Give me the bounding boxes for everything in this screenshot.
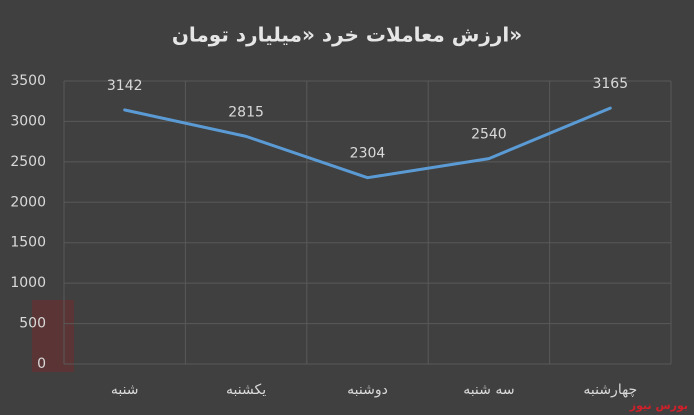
x-tick-label: چهارشنبه — [583, 382, 637, 398]
x-tick-label: دوشنبه — [347, 382, 388, 398]
y-tick-label: 500 — [19, 316, 46, 332]
x-tick-label: سه شنبه — [463, 382, 514, 398]
data-label: 2304 — [350, 146, 386, 162]
y-tick-label: 3500 — [10, 73, 46, 89]
y-tick-label: 2000 — [10, 194, 46, 210]
watermark: بورس نیوز — [629, 399, 688, 412]
line — [123, 106, 612, 180]
data-label: 3142 — [107, 78, 143, 94]
data-label: 2540 — [471, 127, 507, 143]
logo — [32, 300, 74, 372]
chart-title: ارزش معاملات خرد «میلیارد تومان» — [172, 23, 522, 47]
y-tick-label: 2500 — [10, 154, 46, 170]
data-label: 2815 — [228, 104, 264, 120]
x-tick-label: یکشنبه — [226, 382, 266, 398]
y-tick-label: 3000 — [10, 113, 46, 129]
y-tick-label: 0 — [37, 356, 46, 372]
data-label: 3165 — [592, 76, 628, 92]
y-tick-label: 1000 — [10, 275, 46, 291]
x-tick-label: شنبه — [111, 382, 139, 398]
y-tick-label: 1500 — [10, 235, 46, 251]
